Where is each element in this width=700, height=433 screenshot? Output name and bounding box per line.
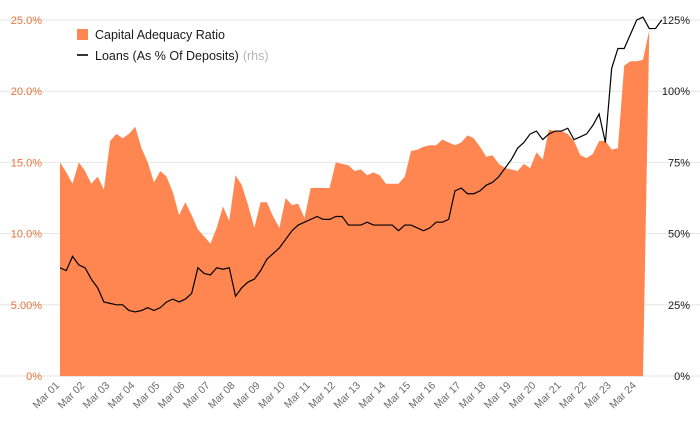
legend-label-loans-name: Loans (As % Of Deposits) [95, 49, 239, 63]
series-line-loans [59, 16, 663, 313]
x-tick-label: Mar 16 [407, 380, 439, 412]
y-left-tick-label: 15.0% [11, 157, 42, 169]
x-tick-label: Mar 15 [382, 380, 414, 412]
y-left-tick-label: 0% [26, 371, 42, 383]
y-left-tick-label: 25.0% [11, 15, 42, 27]
legend-label-loans-rhs: (rhs) [243, 49, 269, 63]
x-tick-label: Mar 23 [582, 380, 614, 412]
y-axis-right: 0% 25% 50% 75% 100% 125% [662, 15, 690, 383]
y-right-tick-label: 100% [662, 86, 690, 98]
x-tick-label: Mar 09 [231, 380, 263, 412]
legend-label-capital-adequacy-ratio: Capital Adequacy Ratio [95, 28, 225, 42]
x-tick-label: Mar 24 [607, 380, 639, 412]
x-tick-label: Mar 02 [56, 380, 88, 412]
x-tick-label: Mar 20 [507, 380, 539, 412]
y-left-tick-label: 20.0% [11, 86, 42, 98]
x-tick-label: Mar 12 [306, 380, 338, 412]
x-tick-label: Mar 21 [532, 380, 564, 412]
series-area-capital-adequacy-ratio [60, 29, 650, 376]
y-right-tick-label: 25% [668, 300, 690, 312]
y-right-tick-label: 75% [668, 157, 690, 169]
x-tick-label: Mar 17 [432, 380, 464, 412]
x-tick-label: Mar 08 [206, 380, 238, 412]
y-right-tick-label: 50% [668, 229, 690, 241]
legend-label-loans: Loans (As % Of Deposits) (rhs) [95, 49, 269, 63]
x-tick-label: Mar 18 [457, 380, 489, 412]
y-right-tick-label: 0% [674, 371, 690, 383]
x-tick-label: Mar 05 [131, 380, 163, 412]
x-tick-label: Mar 13 [331, 380, 363, 412]
y-left-tick-label: 5.00% [11, 300, 42, 312]
legend-swatch-capital-adequacy-ratio [77, 29, 88, 40]
x-tick-label: Mar 14 [357, 380, 389, 412]
x-tick-label: Mar 06 [156, 380, 188, 412]
legend: Capital Adequacy Ratio Loans (As % Of De… [77, 28, 269, 63]
y-left-tick-label: 10.0% [11, 229, 42, 241]
x-tick-label: Mar 10 [256, 380, 288, 412]
x-tick-label: Mar 22 [557, 380, 589, 412]
x-tick-label: Mar 07 [181, 380, 213, 412]
y-axis-left: 0% 5.00% 10.0% 15.0% 20.0% 25.0% [11, 15, 42, 383]
x-tick-label: Mar 19 [482, 380, 514, 412]
x-tick-label: Mar 01 [31, 380, 63, 412]
x-tick-label: Mar 04 [106, 380, 138, 412]
x-tick-label: Mar 03 [81, 380, 113, 412]
y-right-tick-label: 125% [662, 15, 690, 27]
